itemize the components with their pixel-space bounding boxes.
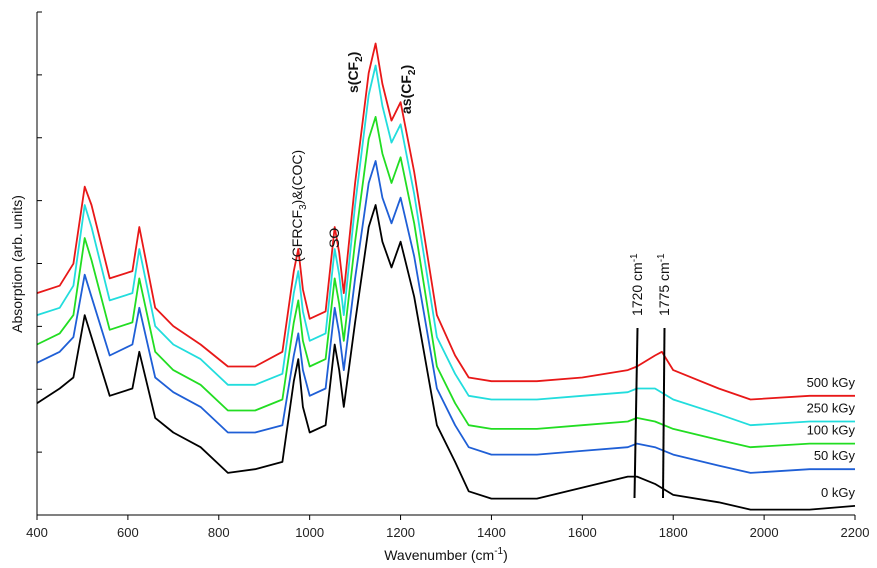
annotation-so: SO [326, 228, 342, 248]
x-tick-label: 1400 [477, 525, 506, 540]
series-label: 50 kGy [814, 448, 856, 463]
series-label: 250 kGy [807, 401, 856, 416]
x-tick-label: 400 [26, 525, 48, 540]
series-label: 0 kGy [821, 485, 855, 500]
x-tick-label: 2000 [750, 525, 779, 540]
spectra-lines [36, 42, 856, 511]
marker-line-1720 [633, 327, 639, 499]
annotation-s-cf2: s(CF2) [345, 52, 365, 93]
annotation-as-cf2: as(CF2) [398, 65, 418, 114]
marker-line-1775 [662, 327, 666, 499]
x-tick-label: 2200 [841, 525, 870, 540]
x-tick-label: 1000 [295, 525, 324, 540]
axes [36, 12, 855, 516]
annotation-1720: 1720 cm-1 [629, 253, 645, 316]
x-tick-label: 1200 [386, 525, 415, 540]
series-labels: 0 kGy 50 kGy 100 kGy 250 kGy 500 kGy [807, 375, 856, 500]
annotation-cfrcf3-coc: (CFRCF3)&(COC) [289, 150, 309, 262]
x-ticks: 400 600 800 1000 1200 1400 1600 1800 2000 2200 [26, 515, 869, 540]
annotations: (CFRCF3)&(COC) SO s(CF2) as(CF2) 1720 cm… [289, 52, 672, 499]
series-line-500-kgy [36, 42, 855, 401]
series-label: 100 kGy [807, 423, 856, 438]
x-tick-label: 1600 [568, 525, 597, 540]
annotation-1775: 1775 cm-1 [656, 253, 672, 316]
series-line-250-kgy [36, 64, 855, 427]
series-line-100-kgy [36, 116, 855, 449]
series-line-0-kgy [36, 204, 856, 511]
x-axis-label: Wavenumber (cm-1) [384, 546, 508, 563]
y-axis-label: Absorption (arb. units) [9, 195, 25, 333]
x-tick-label: 1800 [659, 525, 688, 540]
x-tick-label: 600 [117, 525, 139, 540]
series-label: 500 kGy [807, 375, 856, 390]
x-axis-label-superscript: -1 [494, 546, 503, 557]
series-line-50-kgy [36, 160, 855, 474]
x-tick-label: 800 [208, 525, 230, 540]
y-ticks [37, 11, 42, 453]
